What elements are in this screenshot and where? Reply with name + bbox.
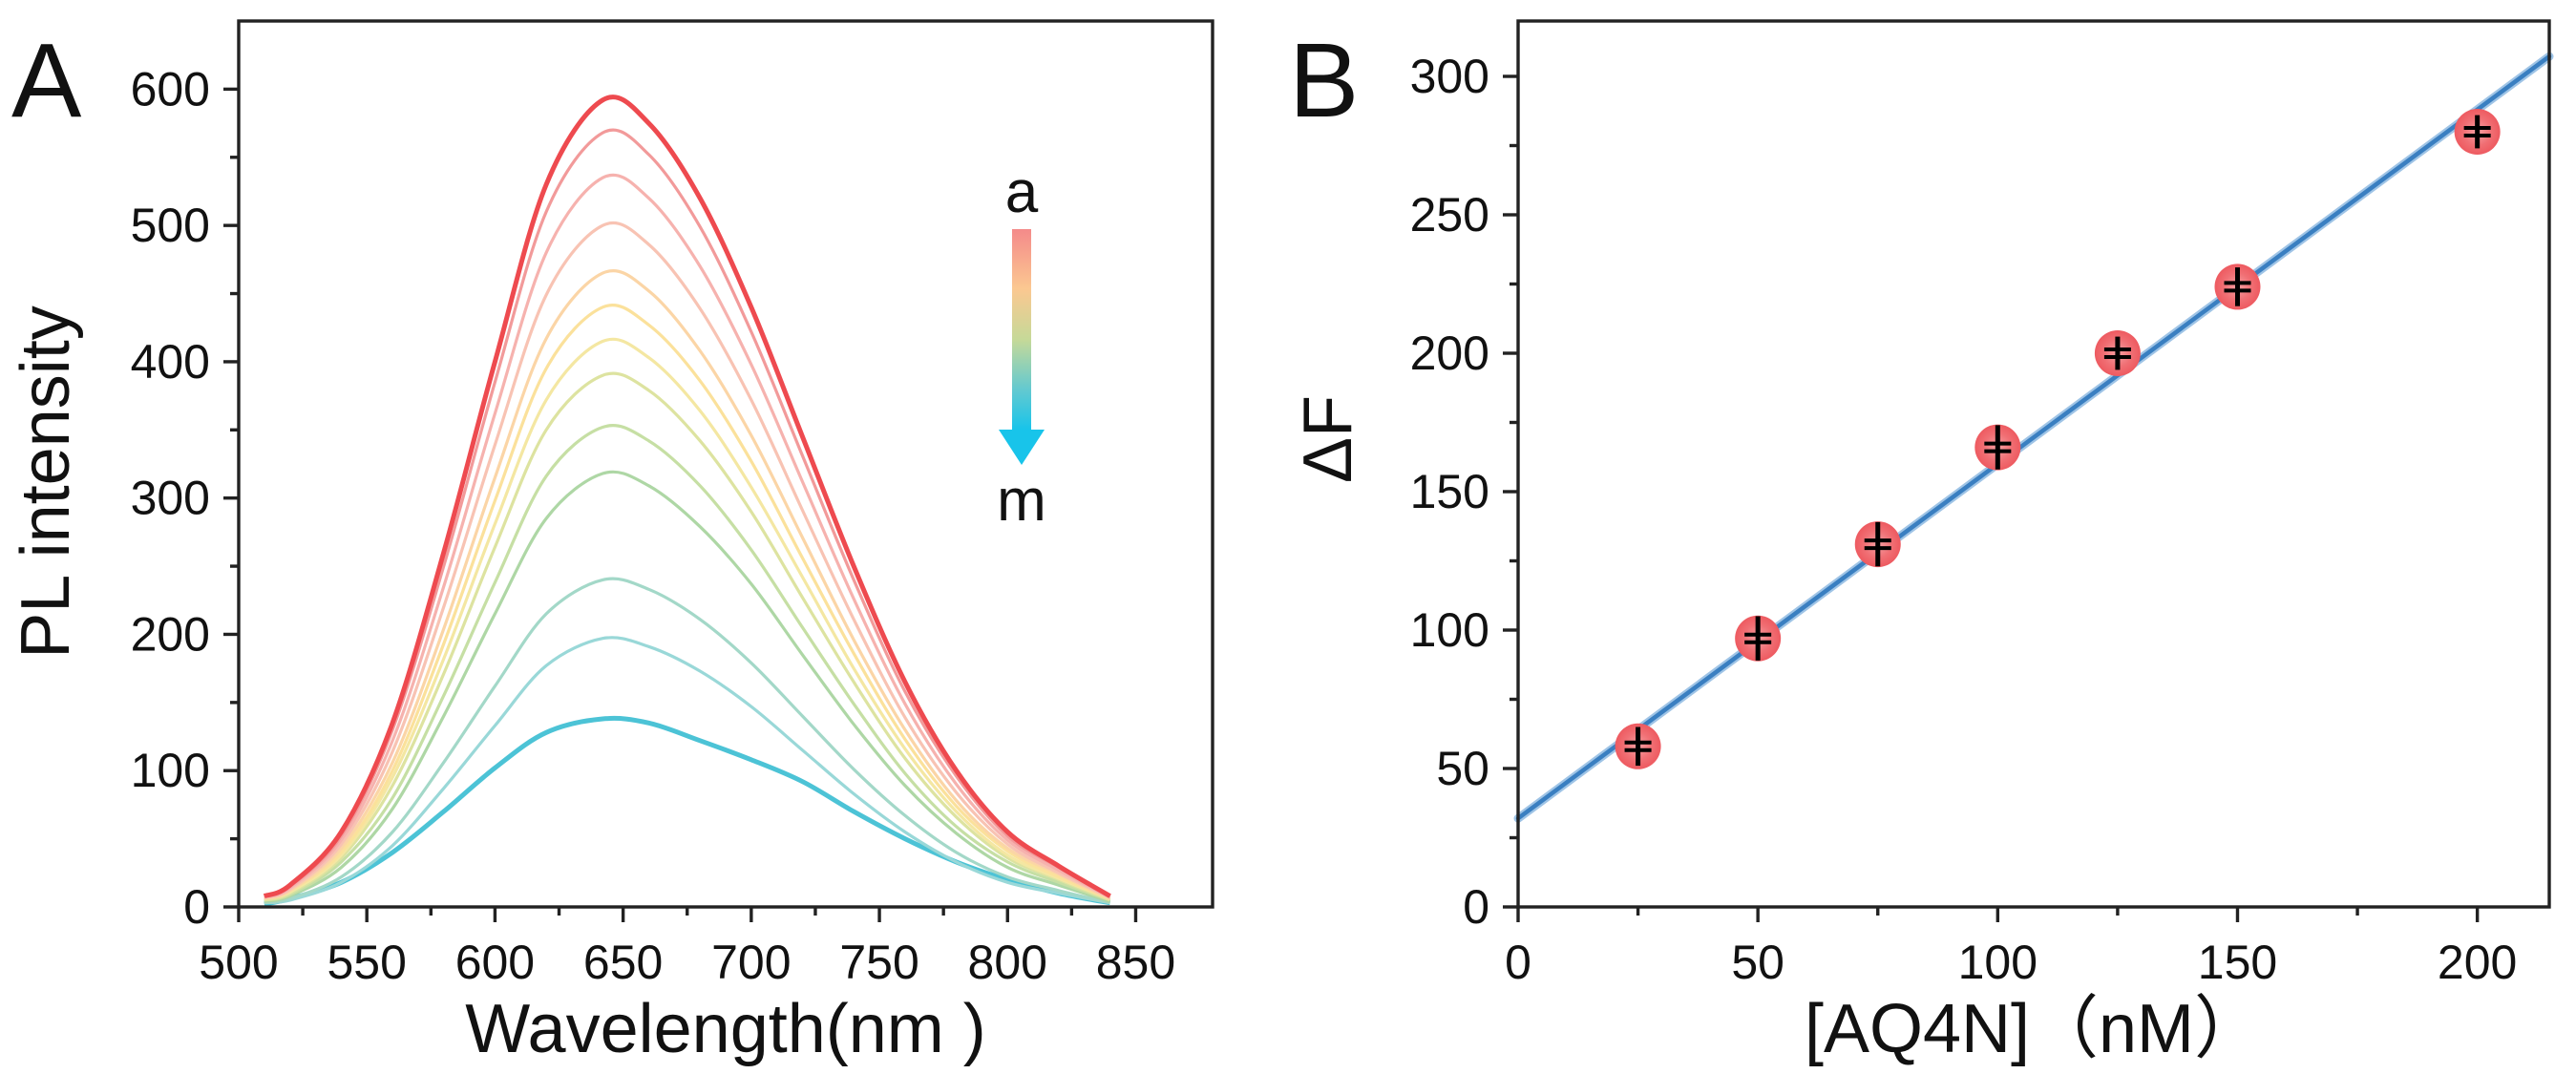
spectrum-line-d	[264, 221, 1111, 899]
panel-a-x-tick-label: 600	[455, 936, 535, 989]
panel-a-y-tick-label: 100	[131, 744, 210, 797]
panel-b: B 0 50 100 150 200 0 50 100 150 200 250 300 [AQ4N]（…	[1289, 19, 2554, 1067]
panel-b-x-tick-label: 50	[1731, 936, 1784, 989]
panel-b-x-tick-label: 200	[2438, 936, 2517, 989]
data-point	[1735, 615, 1782, 662]
panel-b-x-tick-label: 150	[2198, 936, 2277, 989]
panel-b-y-tick-label: 0	[1463, 880, 1489, 934]
panel-a-x-title: Wavelength(nm )	[465, 991, 986, 1067]
panel-a-x-tick-label: 750	[839, 936, 918, 989]
legend-end-label: m	[997, 468, 1046, 534]
panel-a-legend: a m	[997, 159, 1046, 534]
panel-b-label: B	[1289, 22, 1359, 139]
panel-a-frame	[237, 19, 1214, 909]
legend-gradient-bar	[1012, 229, 1031, 430]
spectrum-line-j	[264, 470, 1111, 903]
panel-b-y-tick-label: 150	[1410, 465, 1489, 518]
data-point	[1615, 723, 1661, 769]
data-point	[2094, 330, 2141, 376]
panel-b-y-tick-label: 250	[1410, 188, 1489, 242]
panel-a-label: A	[11, 22, 82, 139]
spectrum-line-c	[264, 173, 1111, 899]
spectrum-line-g	[264, 337, 1111, 900]
panel-a-y-tick-label: 500	[131, 199, 210, 252]
panel-a-y-tick-label: 400	[131, 335, 210, 389]
panel-a-y-tick-label: 0	[183, 880, 210, 934]
panel-b-y-tick-label: 200	[1410, 326, 1489, 380]
spectrum-line-a	[263, 95, 1111, 898]
panel-a-x-tick-label: 700	[711, 936, 791, 989]
panel-b-y-tick-label: 50	[1436, 742, 1489, 795]
panel-a-x-tick-label: 800	[968, 936, 1047, 989]
data-point	[1854, 521, 1901, 568]
panel-a-y-title: PL intensity	[8, 305, 84, 659]
legend-start-label: a	[1005, 159, 1039, 225]
panel-b-y-tick-label: 100	[1410, 603, 1489, 657]
panel-b-fit	[1513, 52, 2554, 823]
panel-b-y-title: ΔF	[1290, 395, 1366, 483]
panel-a-y-tick-label: 300	[131, 472, 210, 525]
spectrum-line-e	[264, 268, 1111, 900]
panel-b-y-tick-label: 300	[1410, 50, 1489, 103]
panel-b-x-tick-label: 100	[1958, 936, 2038, 989]
panel-a-y-tick-label: 600	[131, 62, 210, 116]
data-point	[2454, 109, 2501, 155]
panel-b-frame	[1516, 19, 2551, 909]
spectrum-line-i	[264, 424, 1111, 902]
panel-b-points	[1615, 109, 2501, 769]
panel-a-x-tick-label: 850	[1096, 936, 1175, 989]
panel-a-x-tick-label: 550	[327, 936, 406, 989]
legend-arrowhead	[999, 430, 1045, 465]
panel-b-x-title: [AQ4N]（nM）	[1805, 991, 2263, 1067]
spectrum-line-f	[264, 304, 1111, 900]
panel-a-y-tick-label: 200	[131, 607, 210, 661]
panel-a-x-tick-label: 650	[583, 936, 663, 989]
data-point	[1974, 424, 2021, 471]
panel-a-ticks: 500 550 600 650 700 750 800 850 0 100 200 300 400 500…	[131, 62, 1176, 989]
panel-b-x-tick-label: 0	[1505, 936, 1531, 989]
panel-a-series	[263, 95, 1111, 907]
panel-a-x-tick-label: 500	[199, 936, 278, 989]
spectrum-line-h	[264, 371, 1111, 902]
panel-b-ticks: 0 50 100 150 200 0 50 100 150 200 250 300	[1410, 50, 2518, 989]
data-point	[2214, 263, 2261, 310]
spectrum-line-l	[264, 636, 1110, 905]
spectrum-line-k	[264, 577, 1110, 905]
panel-a: A 500 550 600 650 700 750 800 85001002003004005…	[8, 19, 1214, 1067]
fit-line	[1515, 53, 2552, 821]
